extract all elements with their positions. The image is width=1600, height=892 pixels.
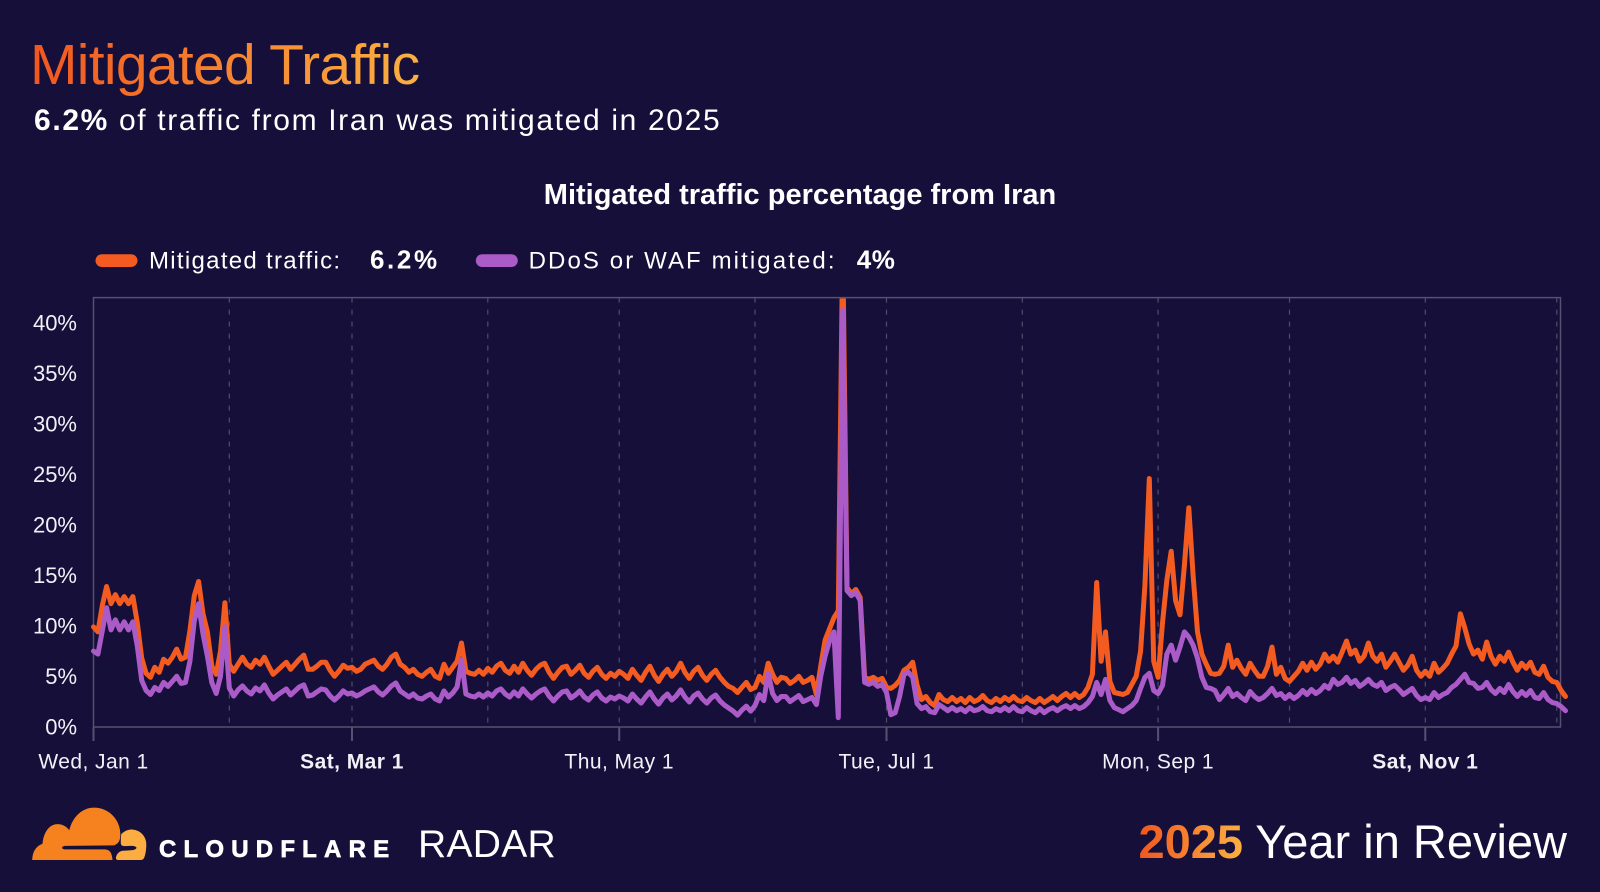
svg-text:Wed, Jan 1: Wed, Jan 1	[38, 751, 148, 774]
svg-text:Mon, Sep 1: Mon, Sep 1	[1102, 751, 1214, 774]
svg-text:35%: 35%	[33, 361, 77, 386]
svg-text:0%: 0%	[45, 714, 77, 739]
svg-text:40%: 40%	[33, 311, 77, 336]
svg-text:20%: 20%	[33, 512, 77, 537]
svg-text:Sat, Nov 1: Sat, Nov 1	[1372, 751, 1478, 774]
svg-text:5%: 5%	[45, 664, 77, 689]
svg-text:Tue, Jul 1: Tue, Jul 1	[839, 751, 935, 774]
svg-text:15%: 15%	[33, 563, 77, 588]
svg-text:Sat, Mar 1: Sat, Mar 1	[300, 751, 404, 774]
svg-text:6.2%: 6.2%	[370, 244, 440, 274]
svg-text:10%: 10%	[33, 613, 77, 638]
svg-text:Thu, May 1: Thu, May 1	[564, 751, 674, 774]
svg-text:25%: 25%	[33, 462, 77, 487]
svg-text:Mitigated traffic:: Mitigated traffic:	[149, 247, 341, 274]
svg-text:30%: 30%	[33, 412, 77, 437]
svg-text:DDoS or WAF mitigated:: DDoS or WAF mitigated:	[529, 247, 837, 274]
svg-text:4%: 4%	[857, 244, 896, 274]
